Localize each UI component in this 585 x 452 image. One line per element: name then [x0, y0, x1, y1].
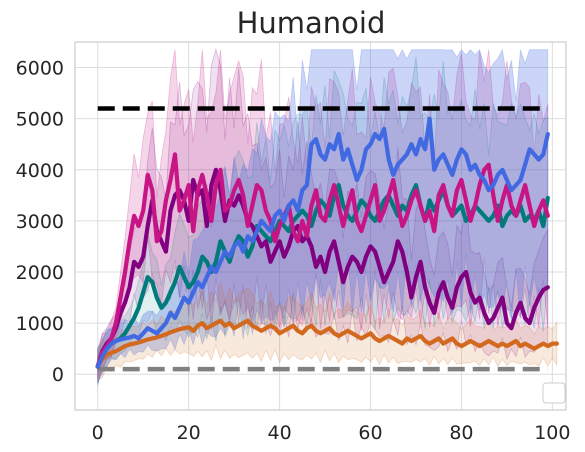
plot-frame: [74, 41, 567, 411]
legend-box: [542, 382, 566, 404]
reference-lines: [97, 106, 548, 372]
y-tick-label: 1000: [16, 313, 64, 335]
series-lines: [95, 116, 560, 369]
series-line-1: [95, 167, 550, 369]
x-tick-label: 20: [177, 422, 201, 444]
y-tick-label: 5000: [16, 109, 64, 131]
series-band-0: [97, 49, 549, 380]
chart-title: Humanoid: [237, 6, 386, 40]
y-tick-label: 3000: [16, 211, 64, 233]
series-line-0: [95, 152, 550, 369]
x-tick-label: 0: [92, 422, 104, 444]
y-tick-label: 2000: [16, 262, 64, 284]
y-tick-label: 4000: [16, 160, 64, 182]
x-tick-label: 80: [449, 422, 473, 444]
x-tick-label: 100: [534, 422, 570, 444]
x-tick-label: 60: [358, 422, 382, 444]
x-tick-label: 40: [267, 422, 291, 444]
y-tick-label: 0: [52, 364, 64, 386]
series-line-4: [95, 318, 560, 369]
series-line-3: [95, 116, 550, 369]
y-tick-label: 6000: [16, 58, 64, 80]
